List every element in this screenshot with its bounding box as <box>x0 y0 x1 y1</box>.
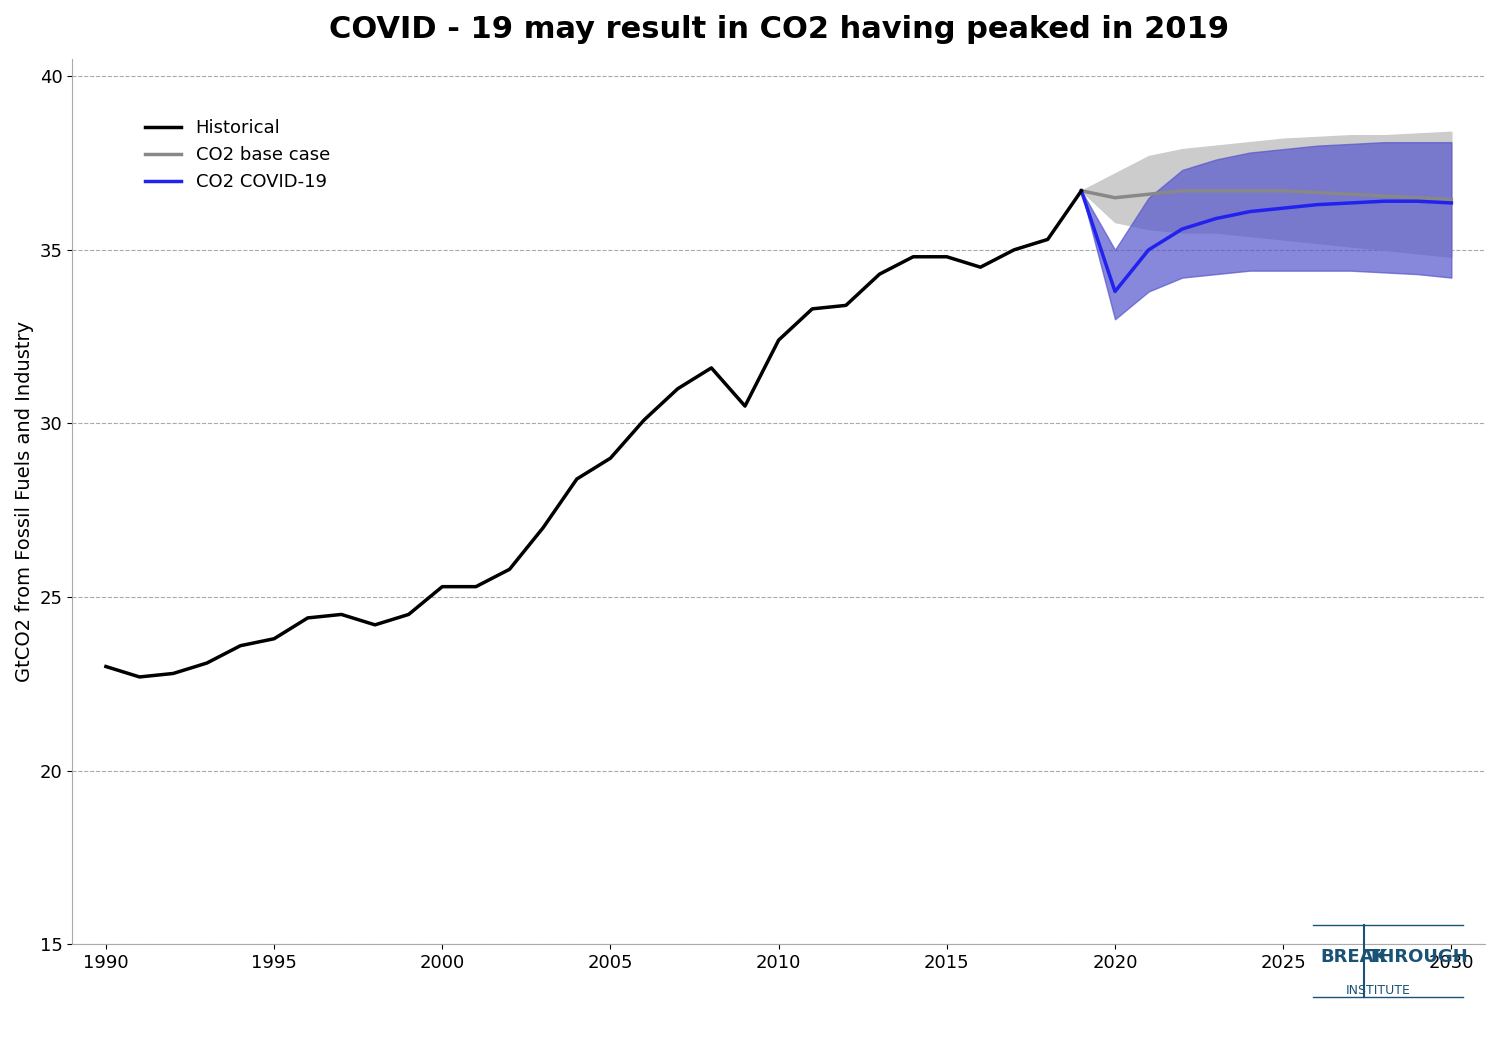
Text: BREAK: BREAK <box>1320 949 1388 966</box>
Legend: Historical, CO2 base case, CO2 COVID-19: Historical, CO2 base case, CO2 COVID-19 <box>138 112 338 198</box>
Y-axis label: GtCO2 from Fossil Fuels and Industry: GtCO2 from Fossil Fuels and Industry <box>15 321 34 683</box>
Text: INSTITUTE: INSTITUTE <box>1346 984 1410 997</box>
Title: COVID - 19 may result in CO2 having peaked in 2019: COVID - 19 may result in CO2 having peak… <box>328 15 1228 44</box>
Text: THROUGH: THROUGH <box>1368 949 1468 966</box>
